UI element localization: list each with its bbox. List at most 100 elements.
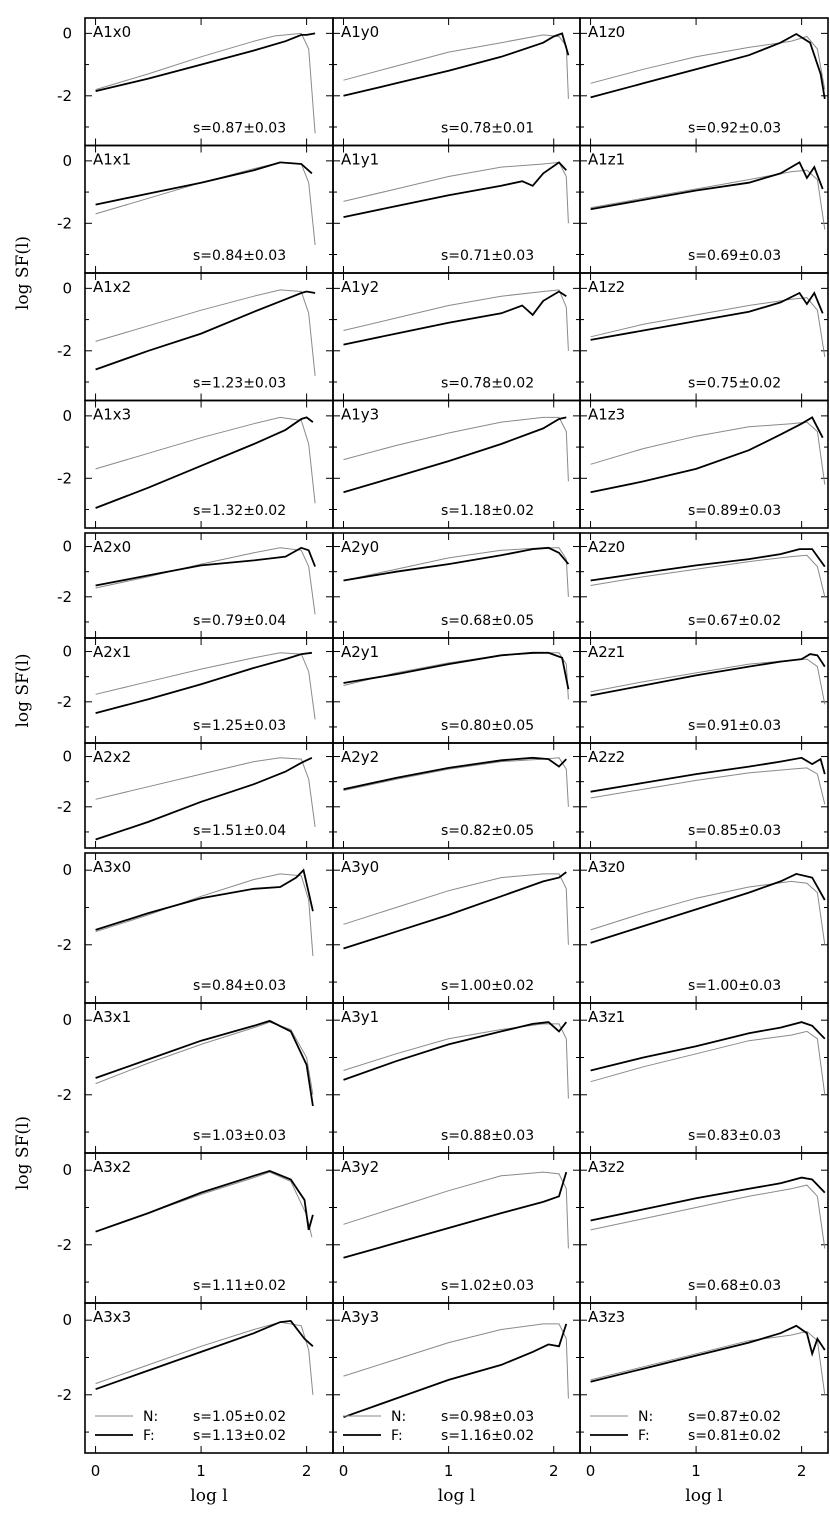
panel-a3z2: A3z2 s=0.68±0.03: [579, 1152, 829, 1304]
series-f-line: [590, 1021, 826, 1072]
panel-a1z0: A1z0 s=0.92±0.03: [579, 17, 829, 147]
series-f-line: [95, 756, 313, 841]
panel-curves: [343, 651, 570, 700]
series-n-line: [343, 161, 569, 224]
y-tick-label: -2: [57, 1236, 72, 1254]
panel-a1z1: A1z1 s=0.69±0.03: [579, 144, 829, 274]
panel-frame: [579, 1302, 829, 1454]
series-f-line: [343, 1021, 568, 1081]
x-axis-title: log l: [685, 1486, 722, 1506]
slope-f: s=1.02±0.03: [441, 1278, 534, 1294]
slope-f: s=1.32±0.02: [193, 503, 286, 519]
panel-label: A3x1: [93, 1008, 131, 1026]
panel-label: A1x0: [93, 23, 131, 41]
y-tick-label: -2: [57, 1086, 72, 1104]
panel-label: A1y2: [341, 278, 379, 296]
series-f-line: [590, 161, 824, 211]
panel-a3x1: 0 -2 A3x1 s=1.03±0.03: [57, 1002, 334, 1154]
panel-curves: [343, 756, 569, 807]
y-tick-label: -2: [57, 936, 72, 954]
legend-label-f: F:: [143, 1428, 155, 1444]
slope-f: s=1.51±0.04: [193, 823, 286, 839]
x-tick-label: 0: [339, 1462, 349, 1480]
series-n-line: [343, 757, 569, 807]
series-n-line: [343, 34, 569, 99]
panel-curves: [343, 416, 569, 494]
series-f-line: [343, 161, 567, 218]
panel-curves: [95, 161, 316, 246]
panel-a2z1: A2z1 s=0.91±0.03: [579, 637, 829, 744]
panel-curves: [95, 416, 316, 509]
series-f-line: [343, 32, 570, 97]
series-n-line: [590, 880, 826, 945]
slope-f: s=0.81±0.02: [688, 1428, 781, 1444]
panel-curves: [343, 546, 570, 597]
panel-label: A1z1: [588, 151, 625, 169]
x-tick-label: 2: [797, 1462, 807, 1480]
panel-curves: [343, 289, 569, 351]
x-tick-label: 2: [549, 1462, 559, 1480]
panel-label: A3z2: [588, 1158, 625, 1176]
panel-curves: [590, 548, 826, 597]
y-tick-label: 0: [62, 152, 72, 170]
x-tick-label: 1: [691, 1462, 701, 1480]
series-f-line: [590, 1176, 826, 1222]
panel-label: A3z3: [588, 1308, 625, 1326]
panel-a2x1: 0 -2 A2x1 s=1.25±0.03: [57, 637, 334, 744]
series-n-line: [95, 873, 314, 957]
panel-label: A1z3: [588, 406, 625, 424]
slope-f: s=0.78±0.01: [441, 121, 534, 137]
slope-f: s=0.69±0.03: [688, 248, 781, 264]
group-a3: 0 -2 A3x0 s=0.84±0.03 A3y0 s=1.00±0.02 A3z0 s=1…: [13, 852, 829, 1454]
slope-f: s=0.68±0.03: [688, 1278, 781, 1294]
y-tick-label: -2: [57, 214, 72, 232]
series-f-line: [95, 546, 316, 587]
series-f-line: [95, 1019, 314, 1107]
x-tick-label: 1: [444, 1462, 454, 1480]
panel-label: A3x0: [93, 858, 131, 876]
panel-a1x0: 0 -2 A1x0 s=0.87±0.03: [57, 17, 334, 147]
x-axis-title: log l: [438, 1486, 475, 1506]
panel-a1z2: A1z2 s=0.75±0.02: [579, 272, 829, 402]
slope-f: s=1.11±0.02: [193, 1278, 286, 1294]
panel-label: A2y0: [341, 538, 379, 556]
series-n-line: [343, 1323, 569, 1399]
panel-label: A3y1: [341, 1008, 379, 1026]
panel-curves: [590, 291, 826, 358]
panel-curves: [590, 1021, 826, 1095]
series-f-line: [343, 651, 570, 690]
slope-n: s=0.87±0.02: [688, 1409, 781, 1425]
panel-frame: [579, 399, 829, 529]
panel-curves: [590, 32, 826, 100]
y-tick-label: 0: [62, 538, 72, 556]
panel-a2y1: A2y1 s=0.80±0.05: [332, 637, 581, 744]
panel-label: A2z0: [588, 538, 625, 556]
panel-label: A1z0: [588, 23, 625, 41]
series-f-line: [95, 161, 313, 206]
x-tick-label: 0: [91, 1462, 101, 1480]
slope-n: s=0.98±0.03: [441, 1409, 534, 1425]
y-tick-label: 0: [62, 407, 72, 425]
y-tick-label: -2: [57, 469, 72, 487]
slope-f: s=0.82±0.05: [441, 823, 534, 839]
series-f-line: [590, 1324, 826, 1383]
series-f-line: [590, 756, 826, 793]
slope-f: s=0.68±0.05: [441, 613, 534, 629]
y-tick-label: 0: [62, 279, 72, 297]
series-f-line: [95, 651, 313, 714]
series-n-line: [95, 1321, 314, 1395]
panel-frame: [579, 742, 829, 849]
series-f-line: [590, 872, 826, 944]
slope-f: s=1.16±0.02: [441, 1428, 534, 1444]
series-f-line: [95, 32, 316, 92]
group-a1: 0 -2 A1x0 s=0.87±0.03 A1y0 s=0.78±0.01 A1z0 s=0…: [13, 17, 829, 529]
series-n-line: [343, 547, 569, 597]
panel-label: A2x2: [93, 748, 131, 766]
x-axis-title: log l: [190, 1486, 227, 1506]
series-n-line: [590, 1030, 826, 1095]
panel-curves: [590, 416, 826, 494]
slope-f: s=1.23±0.03: [193, 376, 286, 392]
panel-a1y1: A1y1 s=0.71±0.03: [332, 144, 581, 274]
slope-f: s=1.18±0.02: [441, 503, 534, 519]
slope-f: s=0.80±0.05: [441, 718, 534, 734]
